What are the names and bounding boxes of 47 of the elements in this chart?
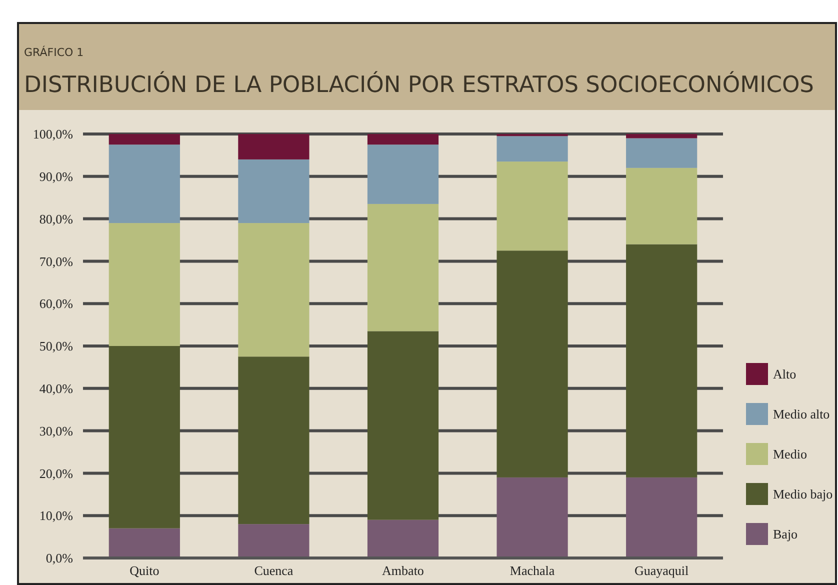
x-tick-label: Guayaquil xyxy=(634,563,690,578)
bar xyxy=(496,136,568,162)
bar xyxy=(367,520,439,558)
x-tick-label: Quito xyxy=(130,563,160,578)
x-tick-label: Machala xyxy=(510,563,555,578)
legend-label: Medio alto xyxy=(773,406,830,422)
y-tick-label: 70,0% xyxy=(39,254,74,269)
bar xyxy=(238,159,310,224)
bar xyxy=(108,223,180,346)
bar xyxy=(108,528,180,558)
legend-label: Alto xyxy=(773,366,796,382)
y-tick-label: 40,0% xyxy=(39,380,74,396)
bar xyxy=(367,144,439,204)
y-tick-label: 10,0% xyxy=(39,508,74,524)
y-tick-label: 50,0% xyxy=(39,338,74,354)
legend-label: Bajo xyxy=(773,526,798,542)
bar xyxy=(238,356,310,524)
bar xyxy=(238,524,310,558)
x-tick-label: Cuenca xyxy=(254,563,294,578)
bar xyxy=(108,346,180,528)
y-tick-label: 90,0% xyxy=(39,168,74,184)
bar xyxy=(108,144,180,224)
legend-label: Medio xyxy=(773,446,807,462)
bar xyxy=(626,134,698,138)
y-tick-label: 100,0% xyxy=(32,126,74,142)
y-tick-label: 20,0% xyxy=(39,466,74,481)
bar xyxy=(238,223,310,357)
chart-subtitle: GRÁFICO 1 xyxy=(24,45,84,59)
bar xyxy=(367,331,439,520)
y-tick-label: 0,0% xyxy=(46,550,74,566)
bar xyxy=(367,204,439,332)
bar xyxy=(626,168,698,244)
bar xyxy=(496,162,568,251)
bar xyxy=(238,134,310,160)
bar xyxy=(367,134,439,145)
legend-label: Medio bajo xyxy=(773,486,833,502)
chart-title: DISTRIBUCIÓN DE LA POBLACIÓN POR ESTRATOS SOCIOECONÓMICOS xyxy=(24,71,814,98)
y-tick-label: 80,0% xyxy=(39,211,74,226)
bar xyxy=(626,477,698,558)
y-tick-label: 60,0% xyxy=(39,296,74,312)
bar xyxy=(626,138,698,168)
x-tick-label: Ambato xyxy=(382,563,424,578)
bar xyxy=(496,477,568,558)
bar xyxy=(626,244,698,478)
y-tick-label: 30,0% xyxy=(39,423,74,438)
bar xyxy=(108,134,180,145)
bar xyxy=(496,250,568,478)
